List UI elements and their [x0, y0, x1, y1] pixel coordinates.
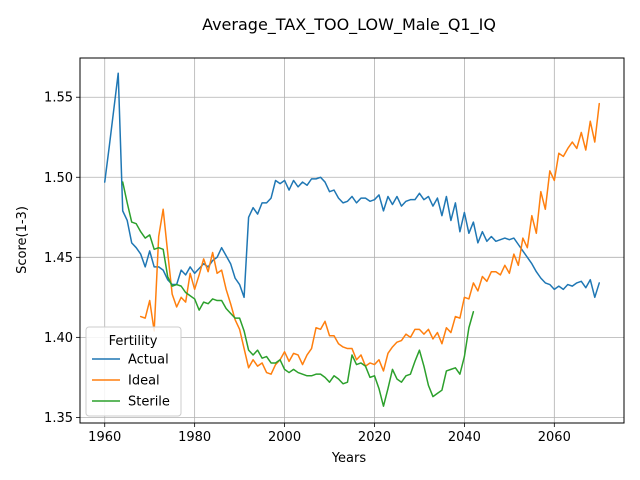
x-tick-label: 1960: [88, 430, 121, 445]
y-tick-label: 1.45: [44, 251, 73, 266]
legend-label-actual: Actual: [128, 353, 169, 368]
x-tick-label: 1980: [178, 430, 211, 445]
gridlines: [80, 58, 624, 423]
x-tick-label: 2040: [448, 430, 481, 445]
series-line-actual: [103, 72, 601, 299]
y-axis-ticks: 1.35 1.40 1.45 1.50 1.55: [44, 91, 80, 426]
chart-title: Average_TAX_TOO_LOW_Male_Q1_IQ: [202, 15, 496, 35]
series-line-sterile: [121, 181, 475, 407]
y-tick-label: 1.35: [44, 411, 73, 426]
y-axis-label: Score(1-3): [15, 206, 30, 274]
legend-box: [85, 326, 182, 417]
series-lines: [103, 72, 601, 407]
x-axis-label: Years: [331, 451, 367, 466]
y-tick-label: 1.55: [44, 91, 73, 106]
y-tick-label: 1.50: [44, 171, 73, 186]
x-tick-label: 2000: [268, 430, 301, 445]
plot-area-frame: [79, 57, 625, 424]
legend-label-sterile: Sterile: [128, 395, 170, 410]
legend: Fertility Actual Ideal Sterile: [85, 326, 182, 417]
legend-title: Fertility: [109, 334, 158, 349]
series-line-ideal: [139, 102, 601, 375]
legend-entries: Actual Ideal Sterile: [92, 353, 170, 410]
legend-label-ideal: Ideal: [128, 374, 160, 389]
x-axis-ticks: 1960 1980 2000 2020 2040 2060: [88, 423, 571, 445]
y-tick-label: 1.40: [44, 331, 73, 346]
x-tick-label: 2020: [358, 430, 391, 445]
x-tick-label: 2060: [538, 430, 571, 445]
